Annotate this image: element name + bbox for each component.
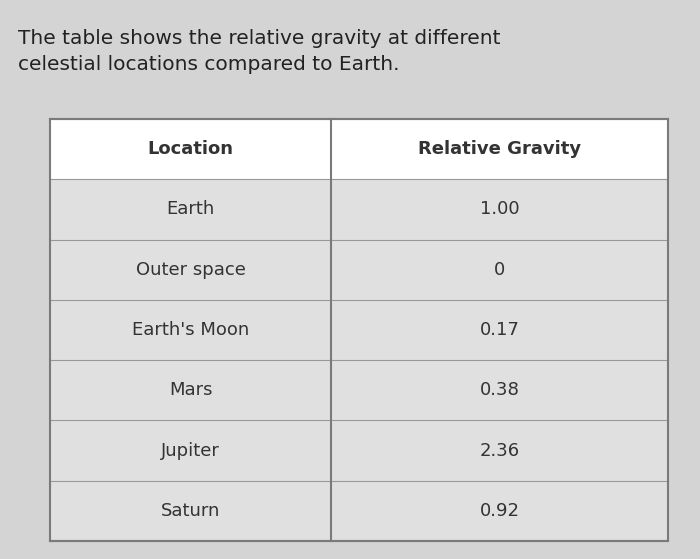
Text: 0.17: 0.17	[480, 321, 519, 339]
Text: Outer space: Outer space	[136, 260, 246, 279]
Bar	[50, 119, 668, 541]
Bar	[50, 119, 668, 541]
Text: Relative Gravity: Relative Gravity	[418, 140, 581, 158]
Text: Earth's Moon: Earth's Moon	[132, 321, 249, 339]
Text: 0: 0	[494, 260, 505, 279]
Text: 0.92: 0.92	[480, 502, 519, 520]
Bar	[50, 119, 668, 179]
Text: Mars: Mars	[169, 381, 212, 399]
Text: Saturn: Saturn	[161, 502, 220, 520]
Text: Location: Location	[148, 140, 234, 158]
Text: Jupiter: Jupiter	[161, 442, 220, 459]
Text: The table shows the relative gravity at different
celestial locations compared t: The table shows the relative gravity at …	[18, 29, 500, 74]
Text: 2.36: 2.36	[480, 442, 519, 459]
Text: 0.38: 0.38	[480, 381, 519, 399]
Text: 1.00: 1.00	[480, 201, 519, 219]
Text: Earth: Earth	[167, 201, 215, 219]
